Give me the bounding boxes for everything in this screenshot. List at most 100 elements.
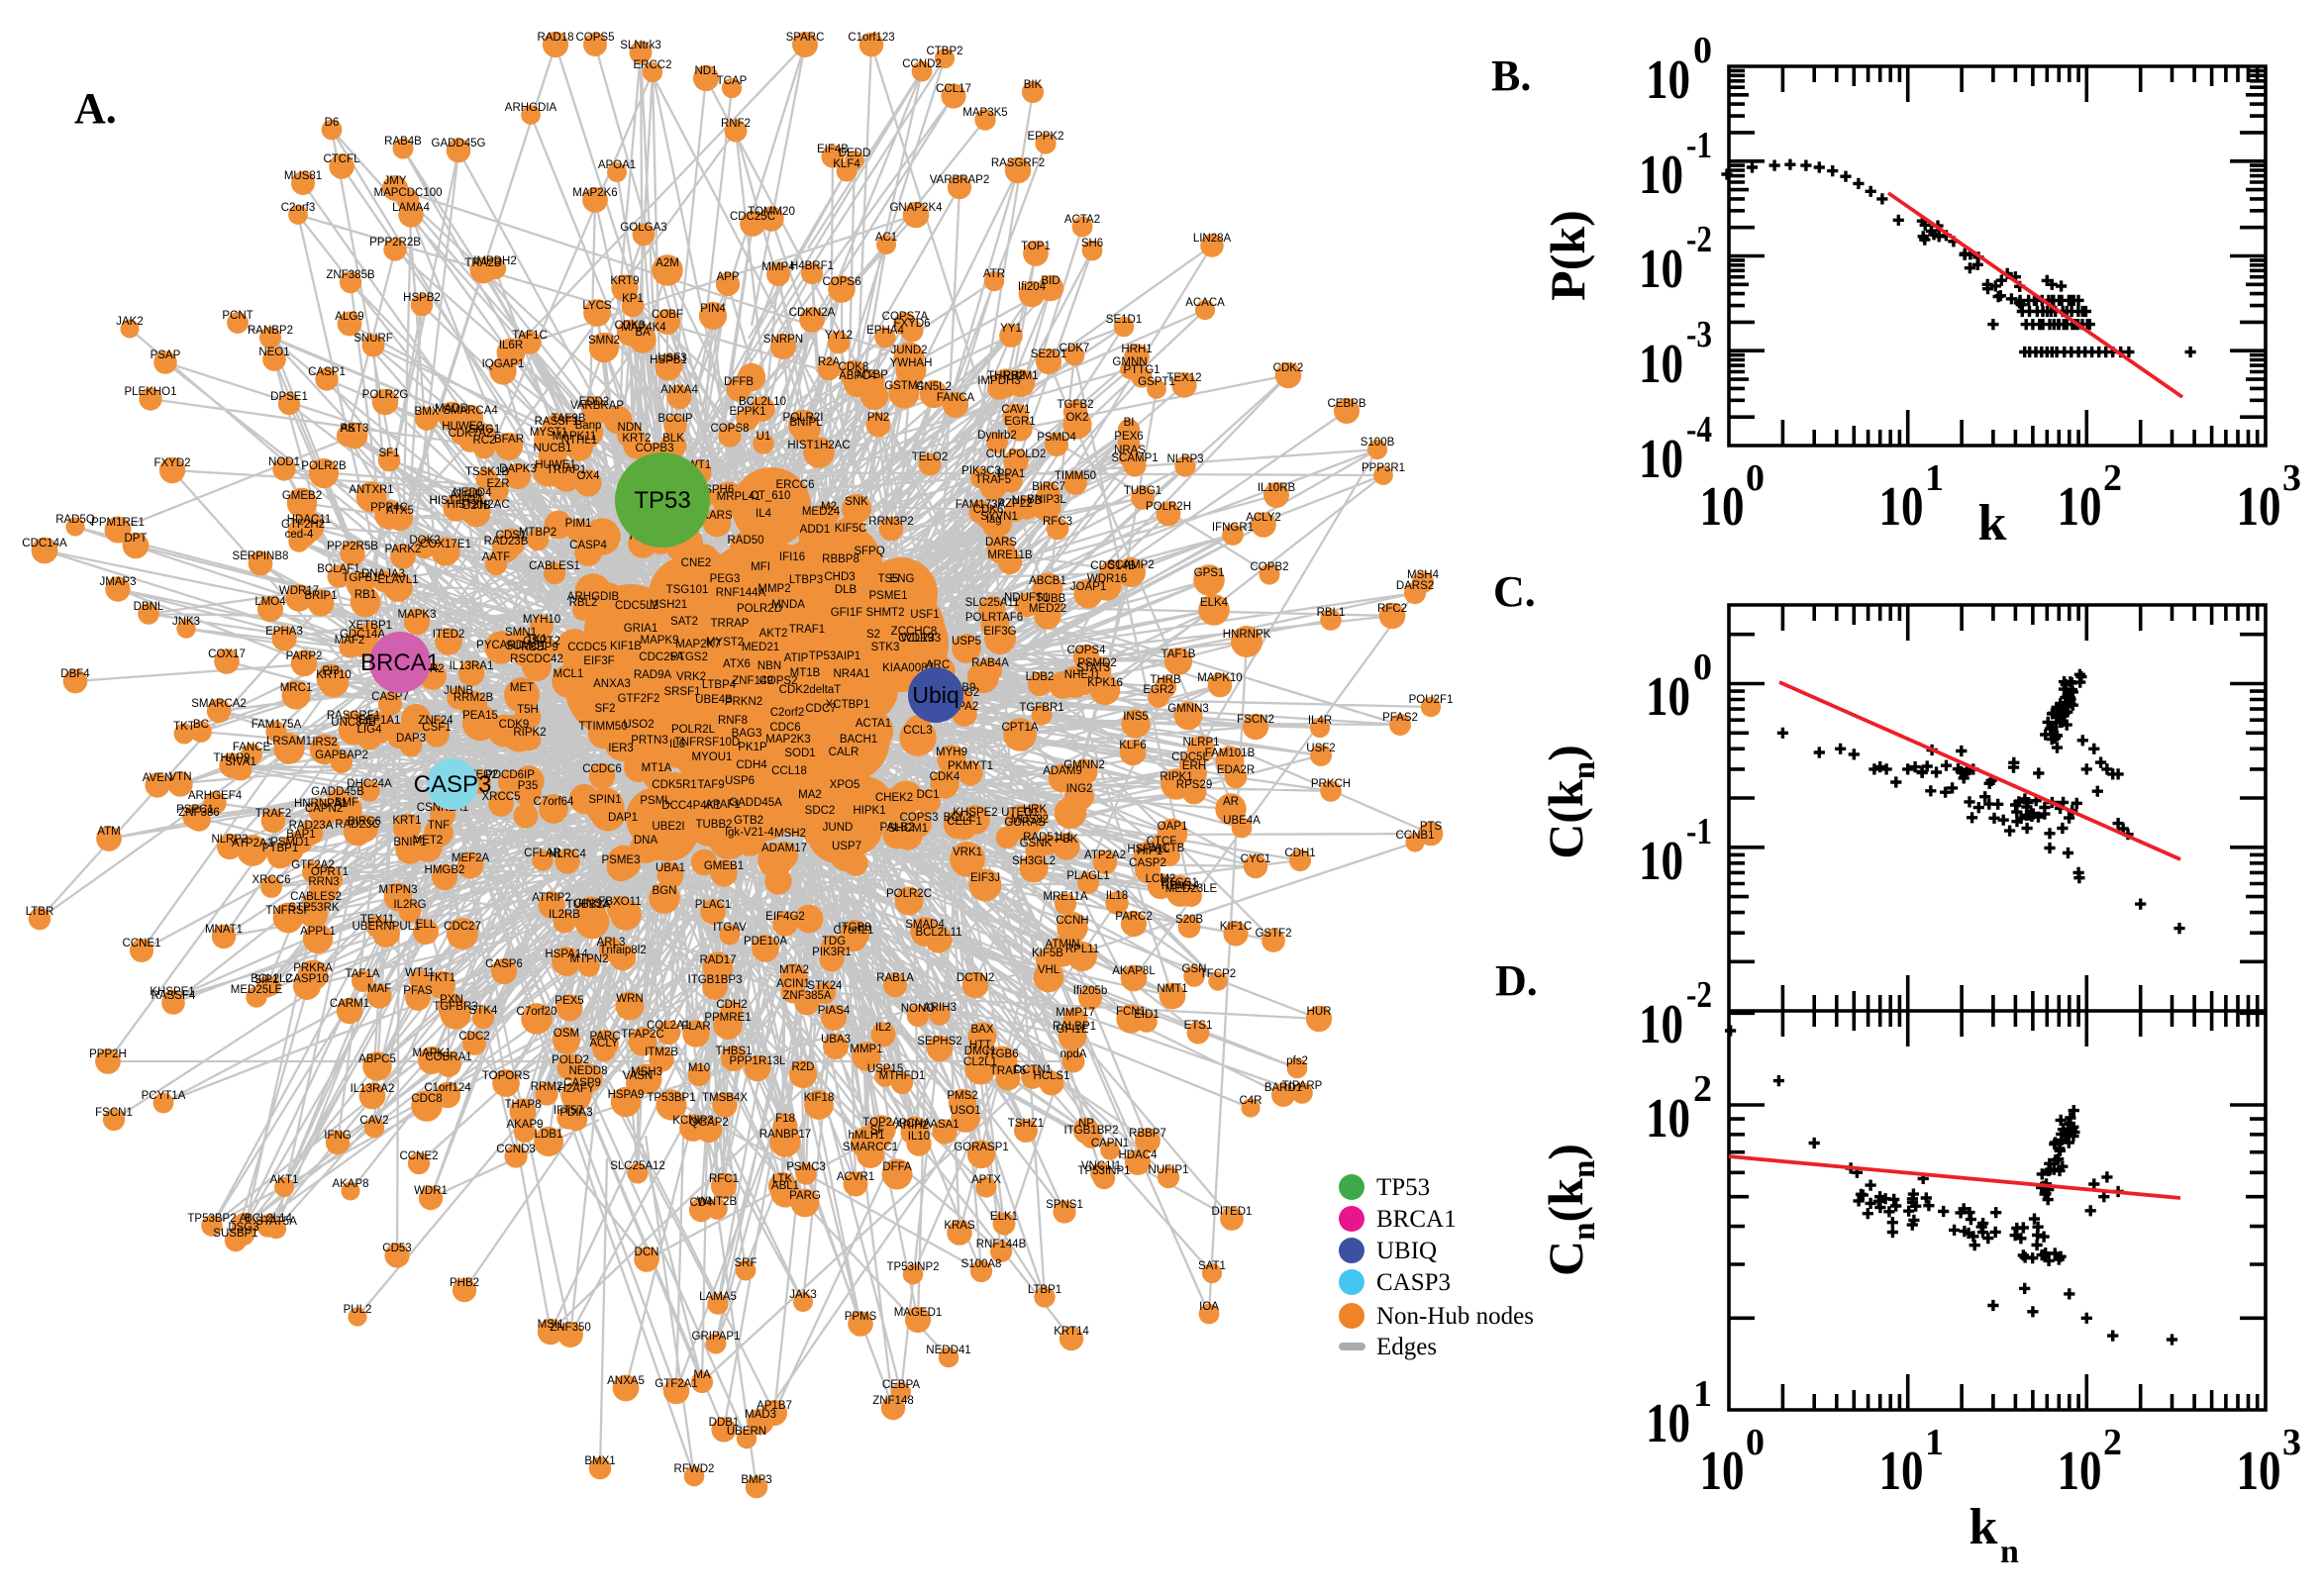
- svg-text:GNAP2K4: GNAP2K4: [889, 202, 943, 214]
- svg-text:PFAS2: PFAS2: [1382, 712, 1418, 724]
- svg-text:POLR2G: POLR2G: [362, 389, 409, 401]
- svg-text:PPP4C: PPP4C: [370, 502, 408, 514]
- svg-text:SRSF1: SRSF1: [663, 686, 700, 698]
- svg-text:SOD1: SOD1: [784, 748, 815, 759]
- svg-text:GADD45G: GADD45G: [432, 138, 486, 150]
- svg-text:ATRIP: ATRIP: [450, 489, 482, 501]
- svg-text:SMN2: SMN2: [588, 335, 620, 347]
- svg-text:NDN: NDN: [618, 422, 643, 434]
- svg-text:HTT: HTT: [969, 1040, 991, 1051]
- svg-text:TP53BP2: TP53BP2: [187, 1213, 236, 1225]
- svg-text:CPT1A: CPT1A: [1001, 722, 1038, 734]
- svg-text:MSH4: MSH4: [1407, 569, 1440, 581]
- svg-text:CABLES1: CABLES1: [529, 560, 580, 572]
- svg-text:TSSK1B: TSSK1B: [465, 466, 509, 478]
- svg-text:WRN: WRN: [616, 993, 643, 1005]
- svg-text:BCLAF1: BCLAF1: [317, 563, 359, 575]
- svg-text:CDC14B: CDC14B: [1090, 560, 1136, 572]
- svg-text:CTCF: CTCF: [1147, 836, 1177, 848]
- svg-text:MRPL41: MRPL41: [717, 491, 761, 503]
- svg-text:POU2F1: POU2F1: [1409, 694, 1454, 706]
- svg-text:HCLS1: HCLS1: [1033, 1070, 1069, 1082]
- svg-text:WDR33: WDR33: [901, 633, 941, 645]
- svg-text:FSCN1: FSCN1: [95, 1107, 133, 1119]
- svg-text:3: 3: [2282, 457, 2301, 499]
- svg-text:FXYD2: FXYD2: [153, 457, 190, 469]
- svg-text:UBE2I: UBE2I: [652, 821, 684, 833]
- svg-text:USP7: USP7: [832, 841, 861, 852]
- svg-text:MAP2K6: MAP2K6: [572, 187, 617, 199]
- svg-text:FAM173A: FAM173A: [956, 499, 1006, 511]
- svg-text:KRT1: KRT1: [392, 815, 421, 827]
- svg-text:CCL17: CCL17: [936, 83, 971, 95]
- svg-text:CDC25A: CDC25A: [639, 651, 684, 663]
- svg-text:OPRT1: OPRT1: [311, 866, 349, 878]
- svg-text:MTBP: MTBP: [857, 369, 888, 381]
- svg-text:TAF9: TAF9: [697, 779, 724, 791]
- svg-text:RBBP9: RBBP9: [521, 642, 558, 653]
- svg-text:MT1A: MT1A: [642, 762, 672, 774]
- svg-text:2: 2: [2103, 1422, 2122, 1463]
- svg-text:BMP3: BMP3: [741, 1474, 771, 1486]
- svg-text:C7orf20: C7orf20: [517, 1006, 557, 1018]
- svg-text:ARL3: ARL3: [597, 937, 626, 948]
- svg-text:USO1: USO1: [950, 1105, 980, 1117]
- svg-text:ATX6: ATX6: [723, 658, 751, 670]
- svg-text:LTBP4: LTBP4: [702, 679, 737, 691]
- svg-text:S100B: S100B: [1361, 437, 1395, 449]
- svg-text:KHSPE1: KHSPE1: [150, 986, 194, 998]
- svg-text:CDH2: CDH2: [716, 999, 747, 1011]
- svg-text:KPK16: KPK16: [1087, 677, 1123, 689]
- svg-text:NMT1: NMT1: [1157, 983, 1187, 995]
- svg-text:CN5L2: CN5L2: [916, 381, 952, 393]
- svg-text:RPS29: RPS29: [1176, 779, 1212, 791]
- svg-text:LAMA5: LAMA5: [699, 1291, 737, 1303]
- svg-text:MYST2: MYST2: [706, 637, 744, 648]
- svg-text:FAM101B: FAM101B: [1205, 748, 1256, 759]
- svg-text:SLC25A11: SLC25A11: [965, 597, 1020, 609]
- svg-text:MTHFD1: MTHFD1: [879, 1070, 926, 1082]
- svg-text:k: k: [1978, 495, 2007, 551]
- svg-text:MYOU1: MYOU1: [692, 751, 733, 763]
- svg-text:KLF4: KLF4: [833, 158, 860, 170]
- svg-text:CEBPA: CEBPA: [882, 1379, 920, 1391]
- svg-text:TMSB4X: TMSB4X: [702, 1092, 748, 1104]
- svg-text:UBE4A: UBE4A: [1223, 815, 1261, 827]
- svg-text:10: 10: [2237, 476, 2281, 538]
- svg-text:10: 10: [1639, 831, 1683, 892]
- svg-text:VASN: VASN: [623, 1070, 653, 1082]
- svg-text:XPO5: XPO5: [830, 779, 860, 791]
- svg-text:10: 10: [1639, 145, 1683, 206]
- svg-text:NFYB: NFYB: [1012, 495, 1043, 507]
- svg-text:MADD: MADD: [435, 403, 468, 415]
- svg-text:LMO4: LMO4: [254, 596, 286, 608]
- svg-text:CDC25C: CDC25C: [730, 211, 775, 223]
- svg-text:SF: SF: [870, 1125, 885, 1137]
- svg-text:TP53AIP1: TP53AIP1: [809, 650, 860, 662]
- svg-text:CCL18: CCL18: [771, 765, 807, 777]
- svg-text:DMC1: DMC1: [964, 1046, 997, 1057]
- svg-text:HSPB2: HSPB2: [403, 292, 441, 304]
- svg-text:CDC5L2: CDC5L2: [615, 600, 658, 612]
- svg-text:IL6R: IL6R: [499, 340, 523, 351]
- svg-text:UBA3: UBA3: [821, 1034, 851, 1046]
- svg-text:SMG1: SMG1: [468, 424, 501, 436]
- svg-text:GADD45B: GADD45B: [311, 786, 364, 798]
- svg-text:CCNB1: CCNB1: [1396, 830, 1435, 842]
- svg-text:BCL2L14: BCL2L14: [245, 1213, 293, 1225]
- svg-text:ELL: ELL: [416, 919, 437, 931]
- svg-text:MAPK10: MAPK10: [1197, 672, 1242, 684]
- svg-text:DC1: DC1: [916, 789, 939, 801]
- svg-text:SHCM1: SHCM1: [888, 823, 928, 835]
- svg-text:OX4: OX4: [576, 470, 600, 482]
- svg-text:ADAM17: ADAM17: [761, 843, 807, 854]
- svg-text:MAP2K7: MAP2K7: [675, 639, 720, 650]
- svg-text:MSH3: MSH3: [631, 1066, 662, 1078]
- svg-text:TAF9B: TAF9B: [552, 413, 586, 425]
- svg-text:GPS1: GPS1: [1194, 567, 1225, 579]
- svg-text:SUSBP1: SUSBP1: [213, 1228, 257, 1240]
- svg-text:MFI: MFI: [751, 561, 770, 573]
- svg-text:SIP1: SIP1: [254, 974, 279, 986]
- svg-text:DSG3: DSG3: [228, 1222, 258, 1234]
- svg-text:SEPHS2: SEPHS2: [917, 1036, 961, 1047]
